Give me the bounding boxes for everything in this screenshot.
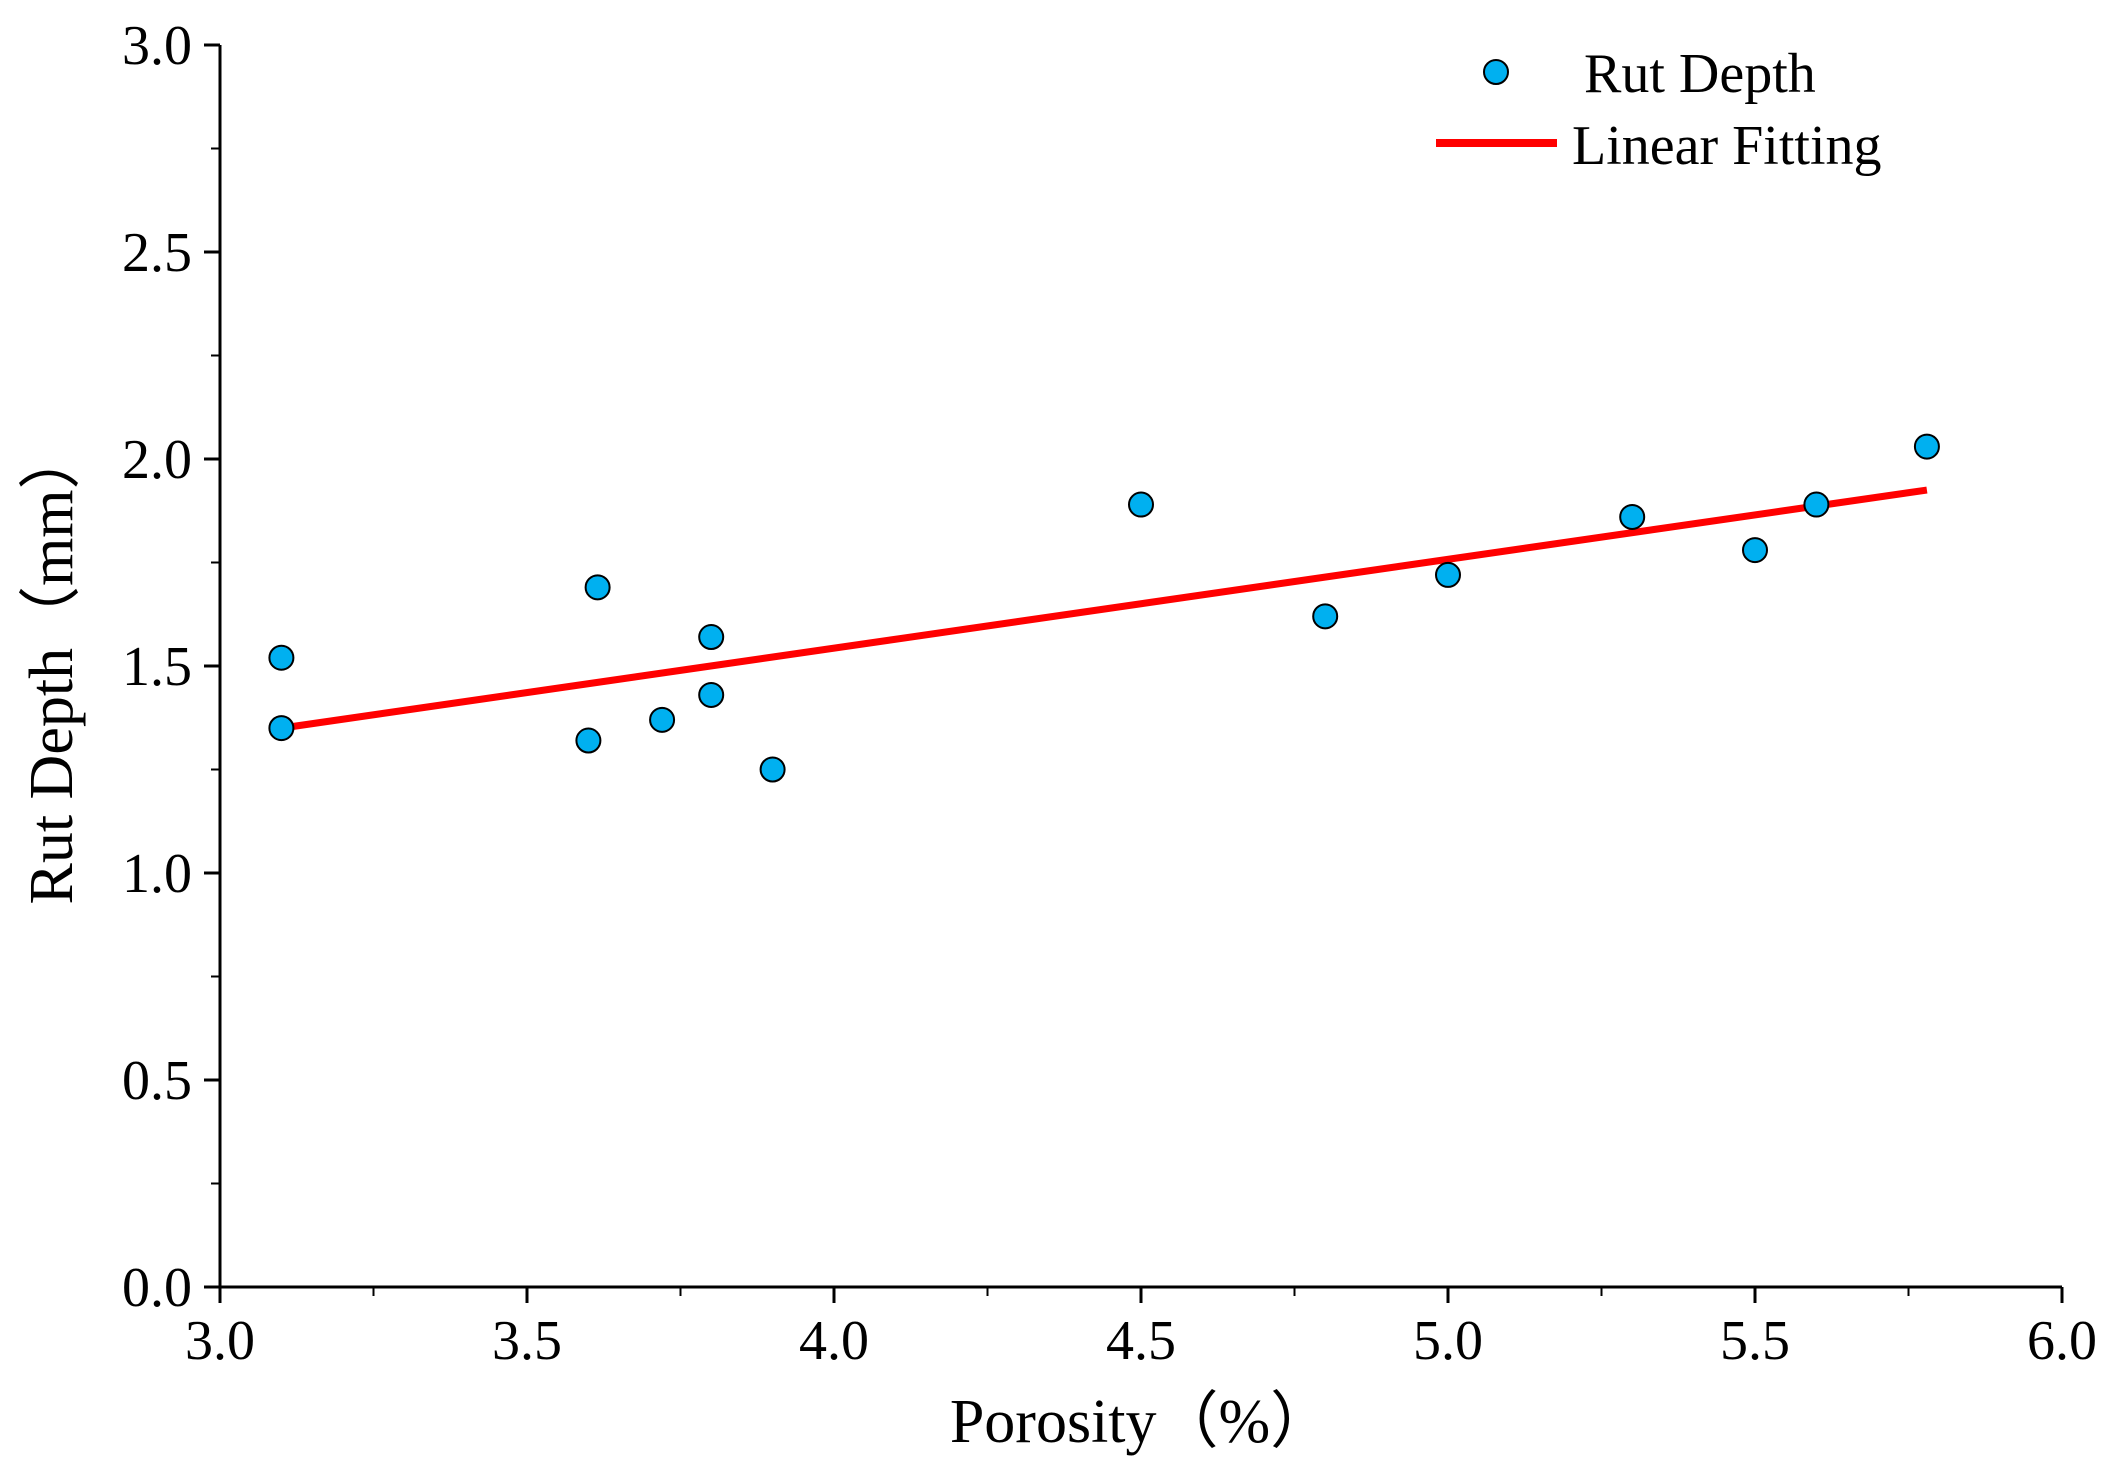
y-tick-label: 3.0 — [122, 15, 192, 77]
scatter-point — [268, 715, 295, 742]
legend: Rut Depth Linear Fitting — [1436, 43, 1882, 177]
scatter-point — [1742, 537, 1768, 564]
axes — [218, 45, 2062, 1289]
x-tick-label: 3.0 — [185, 1310, 255, 1372]
y-tick-label: 2.0 — [122, 429, 192, 491]
scatter-point — [1128, 491, 1154, 518]
y-tick-label: 1.5 — [122, 636, 192, 698]
y-axis-title: Rut Depth（mm） — [18, 427, 86, 904]
scatter-point — [1913, 433, 1940, 460]
scatter-point — [584, 574, 611, 601]
scatter-point — [1435, 561, 1461, 588]
x-tick-label: 4.5 — [1106, 1310, 1176, 1372]
linear-fit-line — [280, 486, 1928, 732]
y-tick-label: 2.5 — [122, 222, 192, 284]
scatter-point — [575, 727, 602, 754]
scatter-point — [698, 624, 725, 651]
x-tick-label: 5.5 — [1720, 1310, 1790, 1372]
x-axis-ticks: 3.0 3.5 4.0 4.5 5.0 5.5 6.0 — [185, 1287, 2097, 1372]
legend-label-rut-depth: Rut Depth — [1584, 43, 1816, 105]
scatter-point — [1619, 503, 1646, 530]
x-tick-label: 6.0 — [2027, 1310, 2097, 1372]
y-tick-label: 0.5 — [122, 1050, 192, 1112]
scatter-point — [268, 644, 295, 671]
scatter-point — [759, 756, 786, 783]
fit-line-layer — [280, 486, 1928, 732]
scatter-points-layer — [268, 433, 1940, 783]
x-tick-label: 3.5 — [492, 1310, 562, 1372]
x-tick-label: 4.0 — [799, 1310, 869, 1372]
scatter-point — [649, 706, 676, 733]
scatter-point — [1312, 603, 1339, 630]
x-axis-title: Porosity（%） — [950, 1388, 1332, 1456]
y-tick-label: 0.0 — [122, 1257, 192, 1319]
legend-label-linear-fitting: Linear Fitting — [1572, 115, 1882, 177]
y-tick-label: 1.0 — [122, 843, 192, 905]
scatter-point — [1803, 491, 1830, 518]
legend-scatter-marker — [1483, 59, 1509, 85]
y-axis-ticks: 0.0 0.5 1.0 1.5 2.0 2.5 3.0 — [122, 15, 220, 1319]
x-tick-label: 5.0 — [1413, 1310, 1483, 1372]
scatter-point — [698, 681, 725, 708]
